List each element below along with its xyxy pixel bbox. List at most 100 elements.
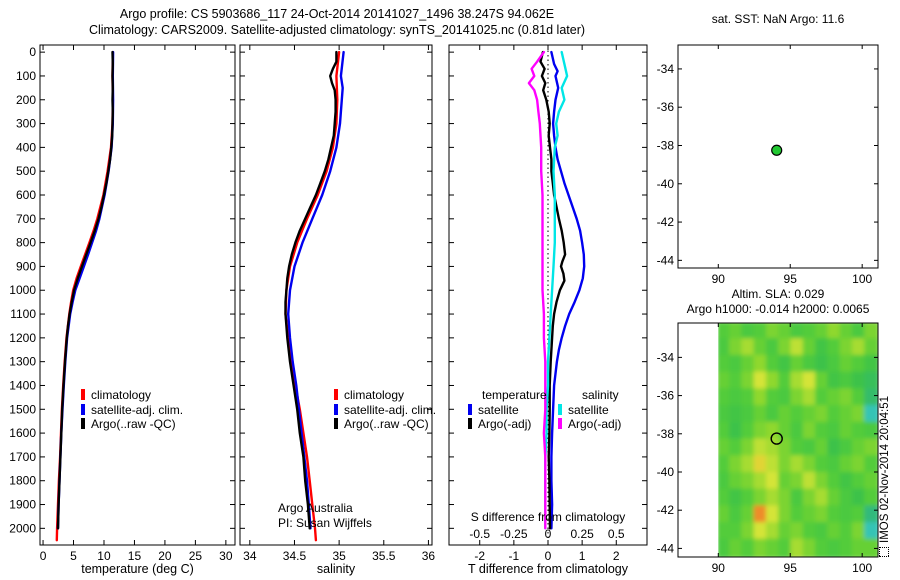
heatmap-cell xyxy=(864,354,879,375)
heatmap-cell xyxy=(839,388,855,409)
x-tick-label: 35.5 xyxy=(372,549,396,563)
y-tick-label: 1600 xyxy=(9,426,36,440)
salinity-panel-legend: climatology satellite-adj. clim. Argo(..… xyxy=(334,388,436,432)
heatmap-cell xyxy=(778,371,794,392)
x-tick-label: 95 xyxy=(784,561,798,575)
imos-stamp: IMOS 02-Nov-2014 20:04:51 xyxy=(879,323,891,557)
legend-label-t-satellite: satellite xyxy=(478,402,519,417)
figure-title-line2: Climatology: CARS2009. Satellite-adjuste… xyxy=(88,23,586,37)
heatmap-cell xyxy=(729,421,745,442)
heatmap-cell xyxy=(729,538,745,557)
heatmap-cell xyxy=(718,471,733,492)
legend-row: climatology xyxy=(81,388,183,403)
y-tick-label: 500 xyxy=(16,164,36,178)
satellite-adj-swatch xyxy=(334,403,338,415)
heatmap-cell xyxy=(827,488,843,509)
heatmap-cell xyxy=(827,471,843,492)
t-satellite-swatch xyxy=(468,403,472,415)
heatmap-cell xyxy=(741,354,757,375)
sla-heatmap xyxy=(718,323,879,557)
heatmap-cell xyxy=(778,338,794,358)
heatmap-cell xyxy=(729,455,745,475)
heatmap-cell xyxy=(815,488,831,509)
curve-t-argo-adj- xyxy=(539,50,567,530)
heatmap-cell xyxy=(815,338,831,358)
heatmap-cell xyxy=(765,455,782,475)
heatmap-cell xyxy=(851,538,868,557)
tdiff-axis-label: T difference from climatology xyxy=(467,562,629,576)
sla-map-axes: 90 95 100 -34 -36 -38 -40 -42 -44 xyxy=(657,322,879,575)
heatmap-cell xyxy=(790,338,806,358)
heatmap-cell xyxy=(802,338,819,358)
heatmap-cell xyxy=(729,471,745,492)
heatmap-cell xyxy=(718,354,733,375)
climatology-swatch xyxy=(81,389,85,400)
heatmap-cell xyxy=(851,522,868,542)
y-tick-label: -34 xyxy=(657,350,675,364)
heatmap-cell xyxy=(839,405,855,425)
y-tick-label: 1900 xyxy=(9,498,36,512)
heatmap-cell xyxy=(718,505,733,526)
heatmap-cell xyxy=(815,421,831,442)
heatmap-cell xyxy=(802,371,819,392)
heatmap-cell xyxy=(827,338,843,358)
heatmap-cell xyxy=(753,471,769,492)
heatmap-cell xyxy=(864,471,879,492)
legend-label-satellite-adj: satellite-adj. clim. xyxy=(344,402,437,417)
y-tick-label: -38 xyxy=(657,138,675,152)
imos-stamp-text: IMOS 02-Nov-2014 20:04:51 xyxy=(879,395,891,543)
curve-climatology xyxy=(284,50,341,542)
y-tick-label: 1000 xyxy=(9,283,36,297)
y-tick-label: -44 xyxy=(657,541,675,555)
y-tick-label: 1500 xyxy=(9,402,36,416)
heatmap-cell xyxy=(864,421,879,442)
heatmap-cell xyxy=(753,438,769,459)
legend-label-t-argo-adj: Argo(-adj) xyxy=(478,417,532,431)
heatmap-cell xyxy=(753,455,769,475)
attribution-line2: PI: Susan Wijffels xyxy=(278,516,372,530)
heatmap-cell xyxy=(729,388,745,409)
heatmap-cell xyxy=(765,388,782,409)
heatmap-cell xyxy=(802,488,819,509)
salinity-axis-label: salinity xyxy=(316,562,356,576)
heatmap-cell xyxy=(851,505,868,526)
x-tick-label: 100 xyxy=(852,272,872,286)
heatmap-cell xyxy=(778,488,794,509)
heatmap-cell xyxy=(718,421,733,442)
heatmap-cell xyxy=(729,405,745,425)
float-position-dot xyxy=(771,144,783,156)
heatmap-cell xyxy=(827,538,843,557)
heatmap-cell xyxy=(729,371,745,392)
axes-box xyxy=(239,44,433,546)
x-tick-label: 100 xyxy=(852,561,872,575)
y-tick-label: 1800 xyxy=(9,474,36,488)
legend-row: satellite xyxy=(558,403,621,418)
heatmap-cell xyxy=(864,538,879,557)
argo-raw-swatch xyxy=(81,418,85,429)
heatmap-cell xyxy=(839,354,855,375)
x-tick-label: 90 xyxy=(712,272,726,286)
heatmap-cell xyxy=(839,438,855,459)
x-tick-label: 36 xyxy=(422,549,436,563)
x-tick-label: 30 xyxy=(219,549,233,563)
x-tick-label: 1 xyxy=(579,549,586,563)
heatmap-cell xyxy=(827,405,843,425)
heatmap-cell xyxy=(864,338,879,358)
heatmap-cell xyxy=(851,371,868,392)
difference-panel-axes: -2 -1 0 1 2 xyxy=(448,44,648,563)
heatmap-cell xyxy=(729,323,745,342)
heatmap-cell xyxy=(741,505,757,526)
sla-map-title: Altim. SLA: 0.029 xyxy=(731,287,825,301)
temperature-panel-legend: climatology satellite-adj. clim. Argo(..… xyxy=(81,388,183,432)
heatmap-cell xyxy=(839,538,855,557)
y-tick-label: 0 xyxy=(29,45,36,59)
heatmap-cell xyxy=(718,388,733,409)
y-tick-label: 1100 xyxy=(10,307,36,321)
y-tick-label: 1300 xyxy=(9,355,36,369)
attribution: Argo Australia PI: Susan Wijffels xyxy=(278,501,372,531)
legend-label-s-satellite: satellite xyxy=(568,402,609,417)
heatmap-cell xyxy=(802,354,819,375)
legend-row: satellite-adj. clim. xyxy=(81,403,183,418)
heatmap-cell xyxy=(741,538,757,557)
heatmap-cell xyxy=(851,388,868,409)
